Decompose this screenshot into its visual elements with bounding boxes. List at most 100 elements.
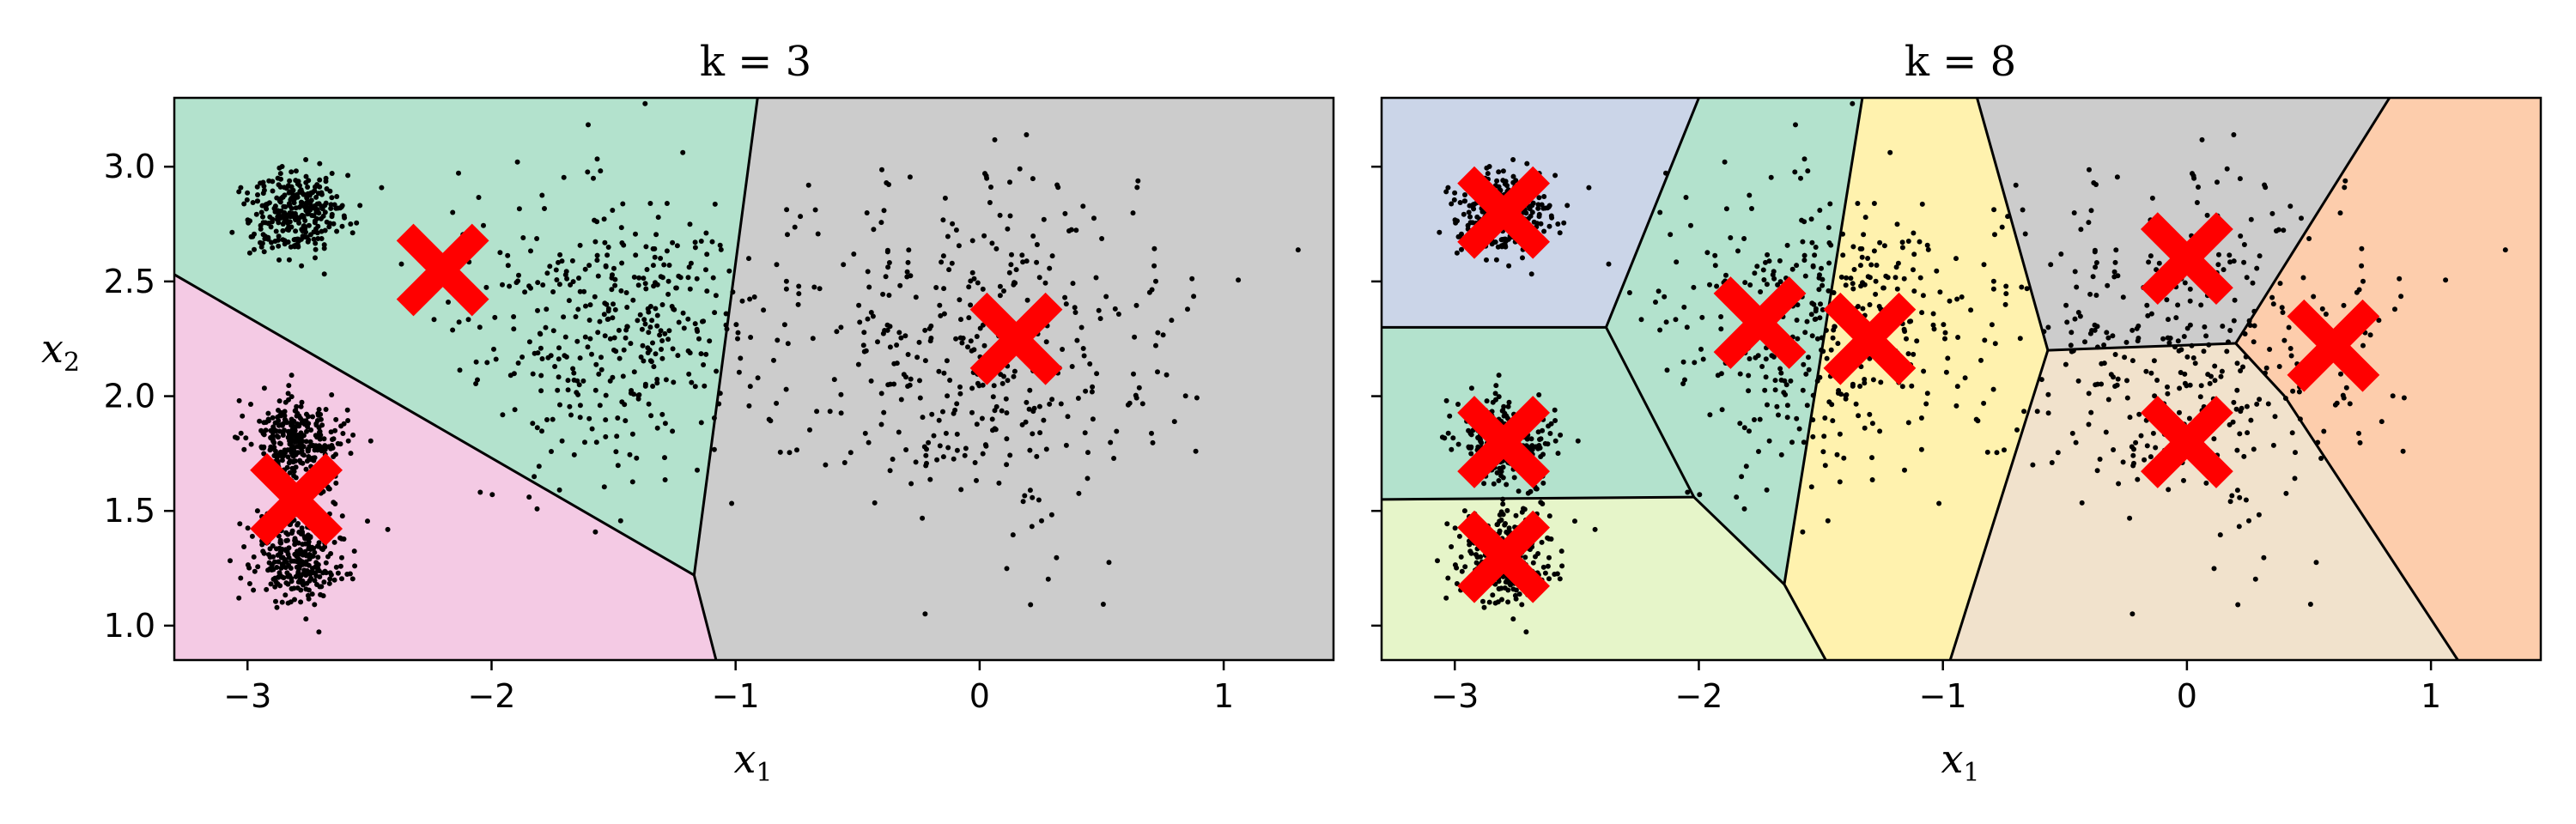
data-point: [1535, 429, 1541, 435]
data-point: [339, 576, 344, 582]
data-point: [577, 288, 583, 294]
y-axis-ticks: 1.01.52.02.53.0: [104, 148, 174, 645]
data-point: [2175, 338, 2181, 344]
data-point: [883, 274, 889, 280]
data-point: [1828, 347, 1834, 353]
data-point: [295, 450, 301, 456]
data-point: [267, 214, 273, 220]
data-point: [271, 452, 277, 458]
data-point: [1089, 389, 1095, 395]
data-point: [1505, 403, 1511, 409]
data-point: [287, 210, 293, 216]
data-point: [304, 234, 310, 240]
data-point: [633, 231, 638, 237]
data-point: [302, 571, 308, 576]
data-point: [516, 206, 522, 212]
data-point: [500, 282, 505, 288]
data-point: [538, 373, 544, 379]
data-point: [1895, 260, 1901, 266]
data-point: [301, 215, 307, 221]
data-point: [1475, 444, 1481, 450]
data-point: [477, 489, 483, 495]
data-point: [1954, 384, 1960, 390]
data-point: [276, 398, 283, 404]
data-point: [286, 460, 292, 466]
data-point: [1821, 433, 1827, 439]
data-point: [337, 205, 343, 211]
data-point: [784, 207, 790, 213]
data-point: [350, 432, 356, 438]
data-point: [1783, 382, 1789, 388]
data-point: [841, 262, 847, 268]
data-point: [2187, 298, 2193, 304]
data-point: [270, 566, 276, 573]
data-point: [1066, 228, 1072, 233]
data-point: [1955, 335, 1961, 340]
data-point: [2003, 283, 2009, 289]
data-point: [519, 354, 526, 360]
data-point: [538, 388, 544, 394]
data-point: [968, 338, 974, 344]
data-point: [2241, 453, 2247, 459]
data-point: [586, 318, 592, 323]
data-point: [981, 233, 987, 239]
data-point: [311, 229, 317, 235]
data-point: [2166, 317, 2171, 323]
data-point: [268, 581, 274, 587]
data-point: [1171, 419, 1177, 425]
data-point: [665, 336, 671, 342]
data-point: [306, 178, 312, 184]
data-point: [605, 308, 611, 314]
data-point: [291, 473, 297, 479]
data-point: [686, 371, 692, 377]
data-point: [2227, 259, 2233, 265]
data-point: [266, 552, 271, 558]
data-point: [815, 231, 821, 237]
data-point: [1822, 463, 1828, 469]
data-point: [1528, 488, 1534, 494]
data-point: [586, 415, 592, 421]
data-point: [2269, 294, 2275, 300]
data-point: [980, 451, 986, 457]
data-point: [258, 427, 264, 433]
data-point: [1062, 210, 1068, 216]
data-point: [1136, 385, 1142, 391]
data-point: [1699, 314, 1705, 320]
data-point: [2342, 178, 2348, 184]
data-point: [245, 190, 251, 196]
data-point: [270, 433, 276, 439]
data-point: [2251, 339, 2257, 345]
data-point: [280, 433, 286, 438]
data-point: [1905, 351, 1911, 357]
decision-boundary: [1783, 584, 1827, 660]
data-point: [2079, 500, 2085, 506]
data-point: [1010, 532, 1016, 538]
data-point: [1820, 276, 1826, 282]
data-point: [2227, 328, 2233, 333]
data-point: [317, 436, 323, 442]
data-point: [2342, 185, 2348, 191]
data-point: [1090, 416, 1096, 422]
data-point: [1455, 233, 1461, 239]
data-point: [1030, 494, 1036, 500]
data-point: [694, 326, 700, 332]
data-point: [1449, 544, 1455, 549]
data-point: [312, 602, 318, 608]
data-point: [303, 616, 309, 622]
data-point: [1782, 378, 1788, 384]
data-point: [1451, 197, 1457, 203]
data-point: [1934, 268, 1940, 274]
data-point: [649, 318, 655, 324]
data-point: [1490, 399, 1496, 405]
centroid-marker: [250, 452, 343, 546]
decision-boundary: [174, 273, 696, 577]
data-point: [951, 410, 957, 416]
data-point: [609, 287, 615, 293]
data-point: [688, 260, 694, 266]
data-point: [2087, 167, 2092, 173]
panel-title: k = 8: [1905, 38, 2016, 86]
data-point: [257, 418, 263, 424]
data-point: [2071, 210, 2077, 215]
data-point: [875, 339, 880, 345]
data-point: [642, 100, 648, 106]
